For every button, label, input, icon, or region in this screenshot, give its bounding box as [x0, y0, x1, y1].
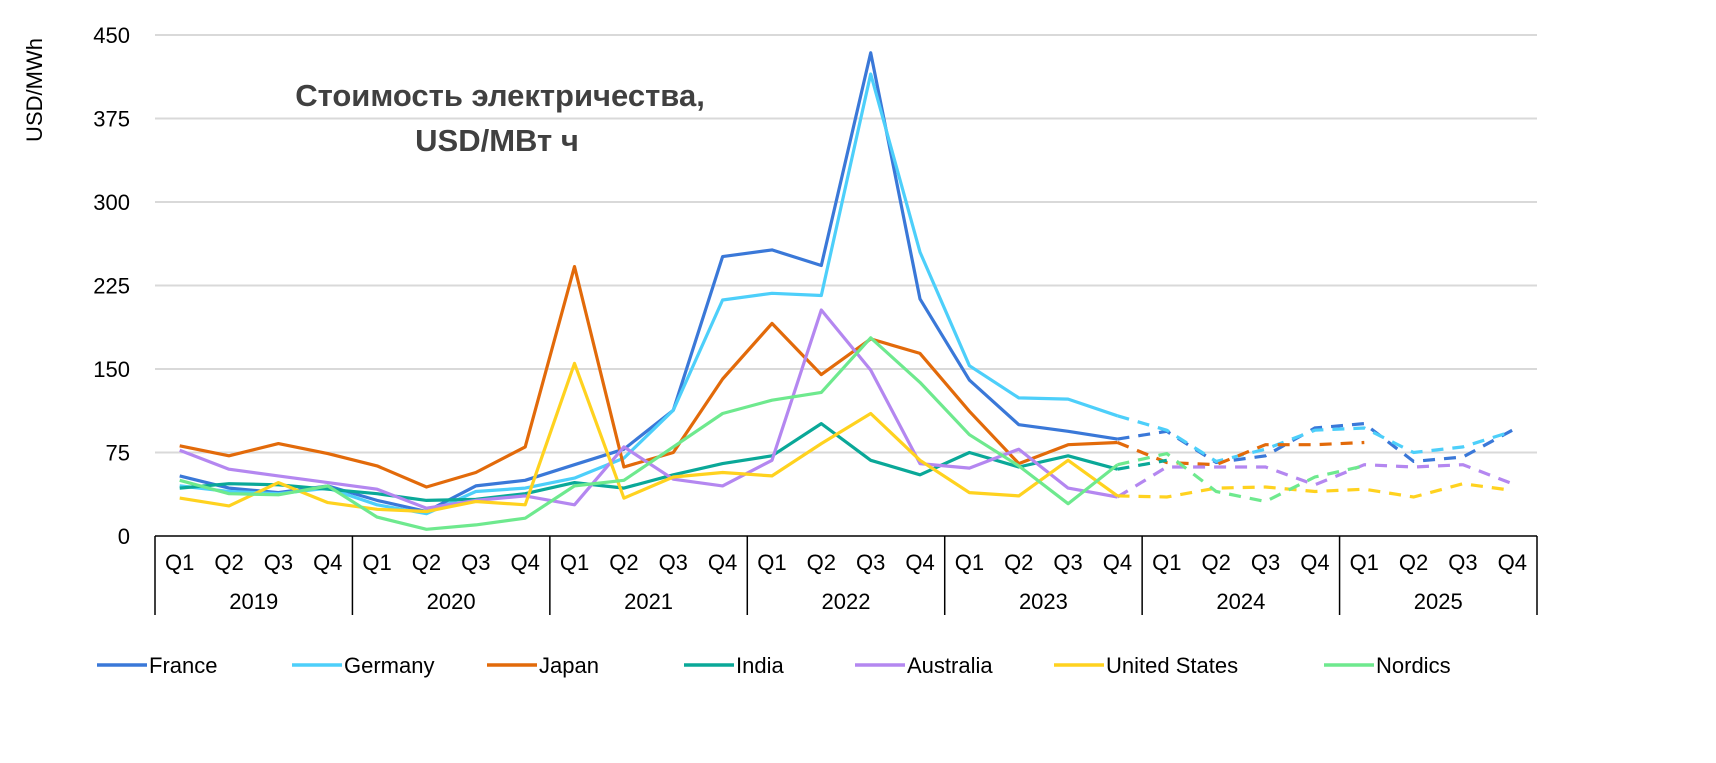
year-label: 2022: [822, 589, 871, 614]
series-lines: [179, 51, 1514, 531]
quarter-label: Q3: [659, 550, 688, 575]
legend-item: Japan: [487, 653, 599, 678]
legend-label: Germany: [344, 653, 434, 678]
quarter-label: Q4: [905, 550, 934, 575]
quarter-label: Q2: [1201, 550, 1230, 575]
forecast-line-japan: [1116, 440, 1365, 467]
quarter-label: Q2: [807, 550, 836, 575]
year-label: 2019: [229, 589, 278, 614]
legend-item: Germany: [292, 653, 434, 678]
series-line-japan: [179, 265, 1118, 489]
year-label: 2024: [1216, 589, 1265, 614]
year-label: 2023: [1019, 589, 1068, 614]
quarter-label: Q2: [609, 550, 638, 575]
quarter-label: Q3: [1053, 550, 1082, 575]
legend-label: Nordics: [1376, 653, 1451, 678]
y-axis-label: USD/MWh: [22, 38, 47, 142]
year-label: 2025: [1414, 589, 1463, 614]
forecast-line-united-states: [1117, 482, 1513, 499]
legend-label: Australia: [907, 653, 993, 678]
series-line-nordics: [179, 336, 1119, 531]
quarter-label: Q1: [757, 550, 786, 575]
quarter-label: Q4: [1103, 550, 1132, 575]
quarter-label: Q3: [1448, 550, 1477, 575]
y-tick-label: 450: [93, 23, 130, 48]
quarter-label: Q4: [1498, 550, 1527, 575]
legend-item: France: [97, 653, 217, 678]
forecast-line-nordics: [1117, 451, 1365, 504]
legend-label: United States: [1106, 653, 1238, 678]
chart-title-line1: Стоимость электричества,: [295, 78, 705, 113]
forecast-line-germany: [1117, 414, 1513, 464]
quarter-label: Q1: [165, 550, 194, 575]
legend-item: Australia: [855, 653, 993, 678]
series-line-united-states: [179, 361, 1119, 514]
quarter-label: Q1: [560, 550, 589, 575]
gridlines: [155, 34, 1537, 454]
y-tick-label: 225: [93, 274, 130, 299]
y-tick-label: 150: [93, 357, 130, 382]
quarter-label: Q3: [264, 550, 293, 575]
y-tick-label: 300: [93, 190, 130, 215]
year-label: 2020: [427, 589, 476, 614]
legend-label: Japan: [539, 653, 599, 678]
y-axis-ticks: 0 75 150 225 300 375 450: [93, 23, 130, 549]
quarter-label: Q4: [1300, 550, 1329, 575]
legend-item: Nordics: [1324, 653, 1451, 678]
series-line-australia: [179, 308, 1118, 510]
y-tick-label: 0: [118, 524, 130, 549]
legend-item: India: [684, 653, 784, 678]
quarter-label: Q1: [1350, 550, 1379, 575]
y-tick-label: 75: [106, 441, 130, 466]
quarter-label: Q4: [510, 550, 539, 575]
quarter-label: Q2: [1399, 550, 1428, 575]
forecast-line-india: [1117, 458, 1168, 471]
quarter-label: Q3: [461, 550, 490, 575]
quarter-label: Q3: [1251, 550, 1280, 575]
x-axis: Q1 Q2 Q3 Q4 2019 Q1 Q2 Q3 Q4 2020 Q1 Q2 Q3 Q4 2021 Q1 Q2…: [154, 535, 1538, 615]
legend: France Germany Japan India Australia United S…: [97, 653, 1451, 678]
quarter-label: Q4: [313, 550, 342, 575]
quarter-label: Q2: [214, 550, 243, 575]
y-tick-label: 375: [93, 107, 130, 132]
legend-label: India: [736, 653, 784, 678]
quarter-label: Q1: [955, 550, 984, 575]
legend-label: France: [149, 653, 217, 678]
quarter-label: Q1: [1152, 550, 1181, 575]
chart-title-line2: USD/МВт ч: [415, 123, 579, 158]
legend-item: United States: [1054, 653, 1238, 678]
series-line-france: [179, 51, 1118, 514]
quarter-label: Q2: [412, 550, 441, 575]
quarter-label: Q1: [362, 550, 391, 575]
quarter-label: Q3: [856, 550, 885, 575]
quarter-label: Q2: [1004, 550, 1033, 575]
series-line-germany: [179, 72, 1119, 516]
year-label: 2021: [624, 589, 673, 614]
quarter-label: Q4: [708, 550, 737, 575]
